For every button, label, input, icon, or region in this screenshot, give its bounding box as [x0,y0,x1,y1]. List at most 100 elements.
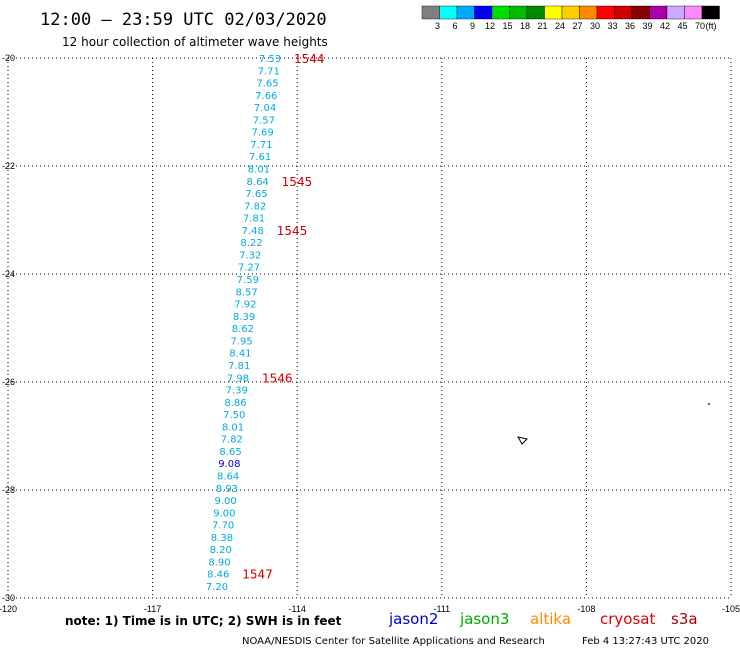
pass-time-label: 1546 [262,371,293,385]
legend-label: 9 [470,21,475,31]
wave-height-label: 8.64 [247,177,269,188]
wave-height-label: 7.81 [228,361,250,372]
wave-height-label: 7.71 [258,66,280,77]
wave-height-label: 7.39 [226,386,248,397]
legend-swatch [614,5,633,20]
wave-height-label: 8.22 [240,238,262,249]
legend-label: 24 [555,21,565,31]
legend-swatch [579,5,598,20]
legend-swatch [596,5,615,20]
legend-swatch [561,5,580,20]
legend-swatch [701,5,720,20]
satellite-name: jason3 [459,610,509,628]
legend-swatch [684,5,703,20]
legend-label: 30 [590,21,600,31]
satellite-name: altika [530,610,571,628]
wave-height-label: 7.69 [251,128,273,139]
wave-height-label: 7.71 [250,140,272,151]
legend-label: 39 [642,21,652,31]
legend-label: 42 [660,21,670,31]
wave-height-label: 7.95 [231,336,253,347]
legend-swatch [439,5,458,20]
wave-height-label: 7.65 [245,189,267,200]
legend-label: 27 [572,21,582,31]
island-dot [708,403,710,405]
legend-label: 21 [537,21,547,31]
wave-height-label: 7.92 [234,300,256,311]
wave-height-label: 7.66 [255,91,277,102]
wave-height-label: 7.81 [243,214,265,225]
legend-label: 12 [485,21,495,31]
wave-height-label: 7.48 [242,226,264,237]
wave-height-label: 8.39 [233,312,255,323]
wave-height-label: 7.82 [244,201,266,212]
wave-height-label: 8.93 [216,484,238,495]
legend-label: 70 [695,21,705,31]
wave-height-label: 8.01 [248,165,270,176]
footer-note: note: 1) Time is in UTC; 2) SWH is in fe… [65,614,342,628]
lat-tick-label: -28 [2,485,15,495]
lat-tick-label: -30 [2,593,15,603]
legend-swatch [474,5,493,20]
footer-credit: NOAA/NESDIS Center for Satellite Applica… [242,636,545,647]
wave-height-label: 7.50 [223,410,245,421]
satellite-name: cryosat [600,610,655,628]
legend-swatch [491,5,510,20]
satellite-name: s3a [671,610,698,628]
wave-height-label: 7.20 [206,582,228,593]
map-title: 12:00 – 23:59 UTC 02/03/2020 [40,10,327,30]
legend-label: 33 [607,21,617,31]
satellite-name: jason2 [388,610,438,628]
legend-label: 45 [677,21,687,31]
legend-swatch [544,5,563,20]
wave-height-label: 8.01 [222,422,244,433]
lon-tick-label: -105 [722,604,740,614]
lat-tick-label: -24 [2,269,15,279]
legend-swatch [509,5,528,20]
legend-unit: (ft) [706,21,717,31]
lon-tick-label: -114 [289,604,306,614]
wave-height-label: 7.59 [237,275,259,286]
wave-height-label: 8.62 [232,324,254,335]
wave-height-label: 8.20 [210,545,232,556]
satellite-legend: jason2 jason3 altika cryosat s3a [388,610,698,628]
wave-height-label: 9.00 [214,496,236,507]
lon-tick-label: -117 [144,604,161,614]
map-subtitle: 12 hour collection of altimeter wave hei… [62,35,328,49]
pass-time-label: 1545 [282,175,313,189]
footer-timestamp: Feb 4 13:27:43 UTC 2020 [582,636,709,647]
wave-height-label: 8.41 [229,349,251,360]
legend-swatch [666,5,685,20]
wave-height-label: 8.65 [219,447,241,458]
wave-height-label: 7.04 [254,103,276,114]
color-legend: 3 6 9 12 15 18 21 24 27 30 33 36 39 42 45 70 (ft) [421,5,720,31]
legend-swatch [631,5,650,20]
island-marker [517,436,528,445]
legend-swatch [649,5,668,20]
lon-tick-label: -120 [0,604,17,614]
wave-height-label: 7.57 [253,115,275,126]
legend-label: 15 [502,21,512,31]
wave-height-label: 8.46 [207,570,229,581]
pass-time-label: 1547 [242,568,273,582]
lat-tick-label: -22 [2,161,15,171]
wave-height-label: 7.53 [259,54,281,65]
wave-height-label: 8.38 [211,533,233,544]
wave-height-label: 7.70 [212,521,234,532]
legend-label: 18 [520,21,530,31]
lon-tick-label: -108 [577,604,595,614]
pass-time-labels: 1544 1545 1545 1546 1547 [242,52,324,582]
legend-swatch [456,5,475,20]
wave-height-label: 7.98 [227,373,249,384]
wave-height-label: 7.61 [249,152,271,163]
wave-height-label: 9.08 [218,459,240,470]
wave-height-label: 7.27 [238,263,260,274]
wave-height-label: 9.00 [213,508,235,519]
pass-time-label: 1544 [294,52,325,66]
legend-label: 6 [452,21,457,31]
wave-height-values: 7.537.717.657.667.047.577.697.717.618.01… [206,54,281,593]
wave-height-label: 7.82 [221,435,243,446]
map-grid: -120 -117 -114 -111 -108 -105 -20 -22 -24 -26 -28 -… [0,53,740,614]
legend-label: 3 [435,21,440,31]
